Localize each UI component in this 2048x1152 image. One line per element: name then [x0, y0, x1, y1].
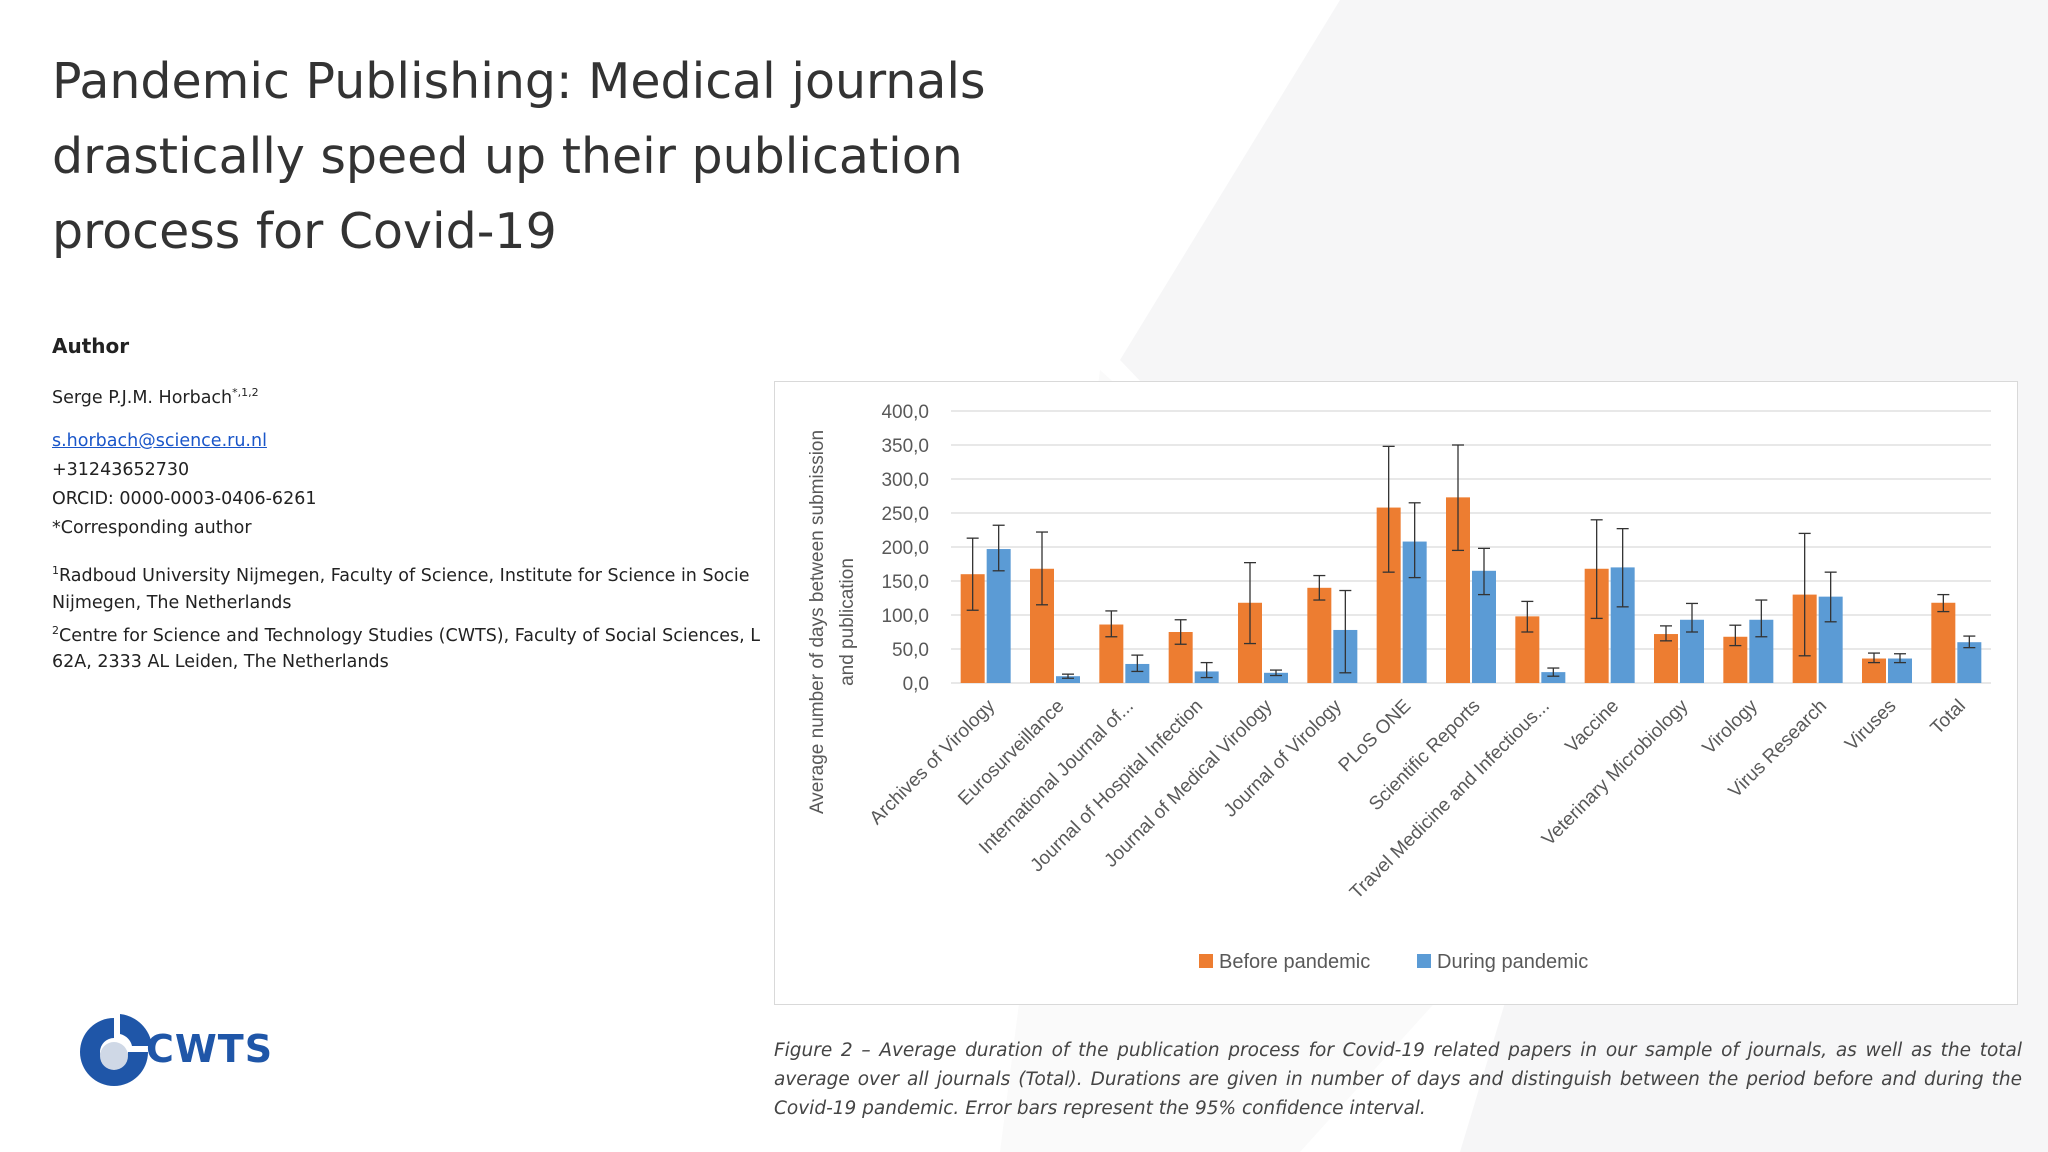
x-tick-label: Veterinary Microbiology	[1538, 695, 1693, 850]
y-tick-label: 250,0	[881, 504, 929, 525]
figure-caption: Figure 2 – Average duration of the publi…	[774, 1040, 2022, 1119]
y-axis-label: and publication	[837, 558, 858, 686]
y-axis-label: Average number of days between submissio…	[807, 430, 828, 814]
x-tick-label: Total	[1927, 696, 1970, 739]
author-phone: +31243652730	[52, 459, 190, 480]
author-name: Serge P.J.M. Horbach*,1,2	[52, 378, 764, 413]
bar	[1264, 672, 1288, 683]
legend-label: During pandemic	[1437, 951, 1588, 973]
bar-chart: 0,0 50,0 100,0 150,0 200,0 250,0 300,0 350,0 400…	[807, 402, 1991, 973]
author-name-sup: *,1,2	[232, 386, 259, 399]
author-orcid: ORCID: 0000-0003-0406-6261	[52, 488, 317, 509]
affiliation-2-sup: 2	[52, 623, 59, 637]
x-tick-label: Viruses	[1841, 696, 1900, 755]
cwts-logo: CWTS	[74, 1012, 274, 1092]
figure-frame: 0,0 50,0 100,0 150,0 200,0 250,0 300,0 350,0 400…	[774, 381, 2018, 1005]
author-block: Author Serge P.J.M. Horbach*,1,2 s.horba…	[52, 334, 764, 676]
x-tick-label: Virology	[1699, 695, 1762, 758]
x-tick-label: Archives of Virology	[866, 695, 1000, 829]
y-tick-label: 50,0	[892, 640, 929, 661]
bar	[1056, 676, 1080, 683]
bar	[1125, 663, 1150, 683]
affiliation-1-line-2: Nijmegen, The Netherlands	[52, 592, 292, 613]
bar	[1957, 642, 1982, 683]
slide-title: Pandemic Publishing: Medical journals dr…	[52, 44, 1012, 269]
affiliation-2-line-1: Centre for Science and Technology Studie…	[59, 625, 761, 646]
author-name-text: Serge P.J.M. Horbach	[52, 387, 233, 408]
title-line-1: Pandemic Publishing: Medical journals	[52, 53, 986, 110]
bar	[1931, 602, 1956, 683]
cwts-logo-mark-icon	[80, 1014, 152, 1086]
x-tick-label: Journal of Virology	[1220, 695, 1346, 821]
y-tick-label: 400,0	[881, 402, 929, 423]
bar	[1654, 634, 1678, 683]
corresponding-author-note: *Corresponding author	[52, 517, 252, 538]
y-tick-label: 100,0	[881, 606, 929, 627]
legend-swatch	[1199, 954, 1213, 968]
bar	[1541, 672, 1566, 683]
cwts-logo-text: CWTS	[146, 1027, 274, 1071]
x-tick-label: Vaccine	[1562, 696, 1624, 758]
bar	[1307, 587, 1332, 683]
title-line-3: process for Covid-19	[52, 203, 557, 260]
y-tick-label: 150,0	[881, 572, 929, 593]
y-tick-label: 0,0	[903, 674, 929, 695]
affiliation-1-sup: 1	[52, 563, 59, 577]
author-email-link[interactable]: s.horbach@science.ru.nl	[52, 430, 267, 451]
title-line-2: drastically speed up their publication	[52, 128, 963, 185]
legend-swatch	[1417, 954, 1431, 968]
legend-label: Before pandemic	[1219, 951, 1370, 973]
author-heading: Author	[52, 334, 130, 358]
y-tick-label: 300,0	[881, 470, 929, 491]
y-tick-label: 350,0	[881, 436, 929, 457]
affiliation-2-line-2: 62A, 2333 AL Leiden, The Netherlands	[52, 652, 389, 673]
affiliation-1-line-1: Radboud University Nijmegen, Faculty of …	[59, 565, 750, 586]
affiliation-1: 1Radboud University Nijmegen, Faculty of…	[52, 557, 764, 677]
y-tick-label: 200,0	[881, 538, 929, 559]
